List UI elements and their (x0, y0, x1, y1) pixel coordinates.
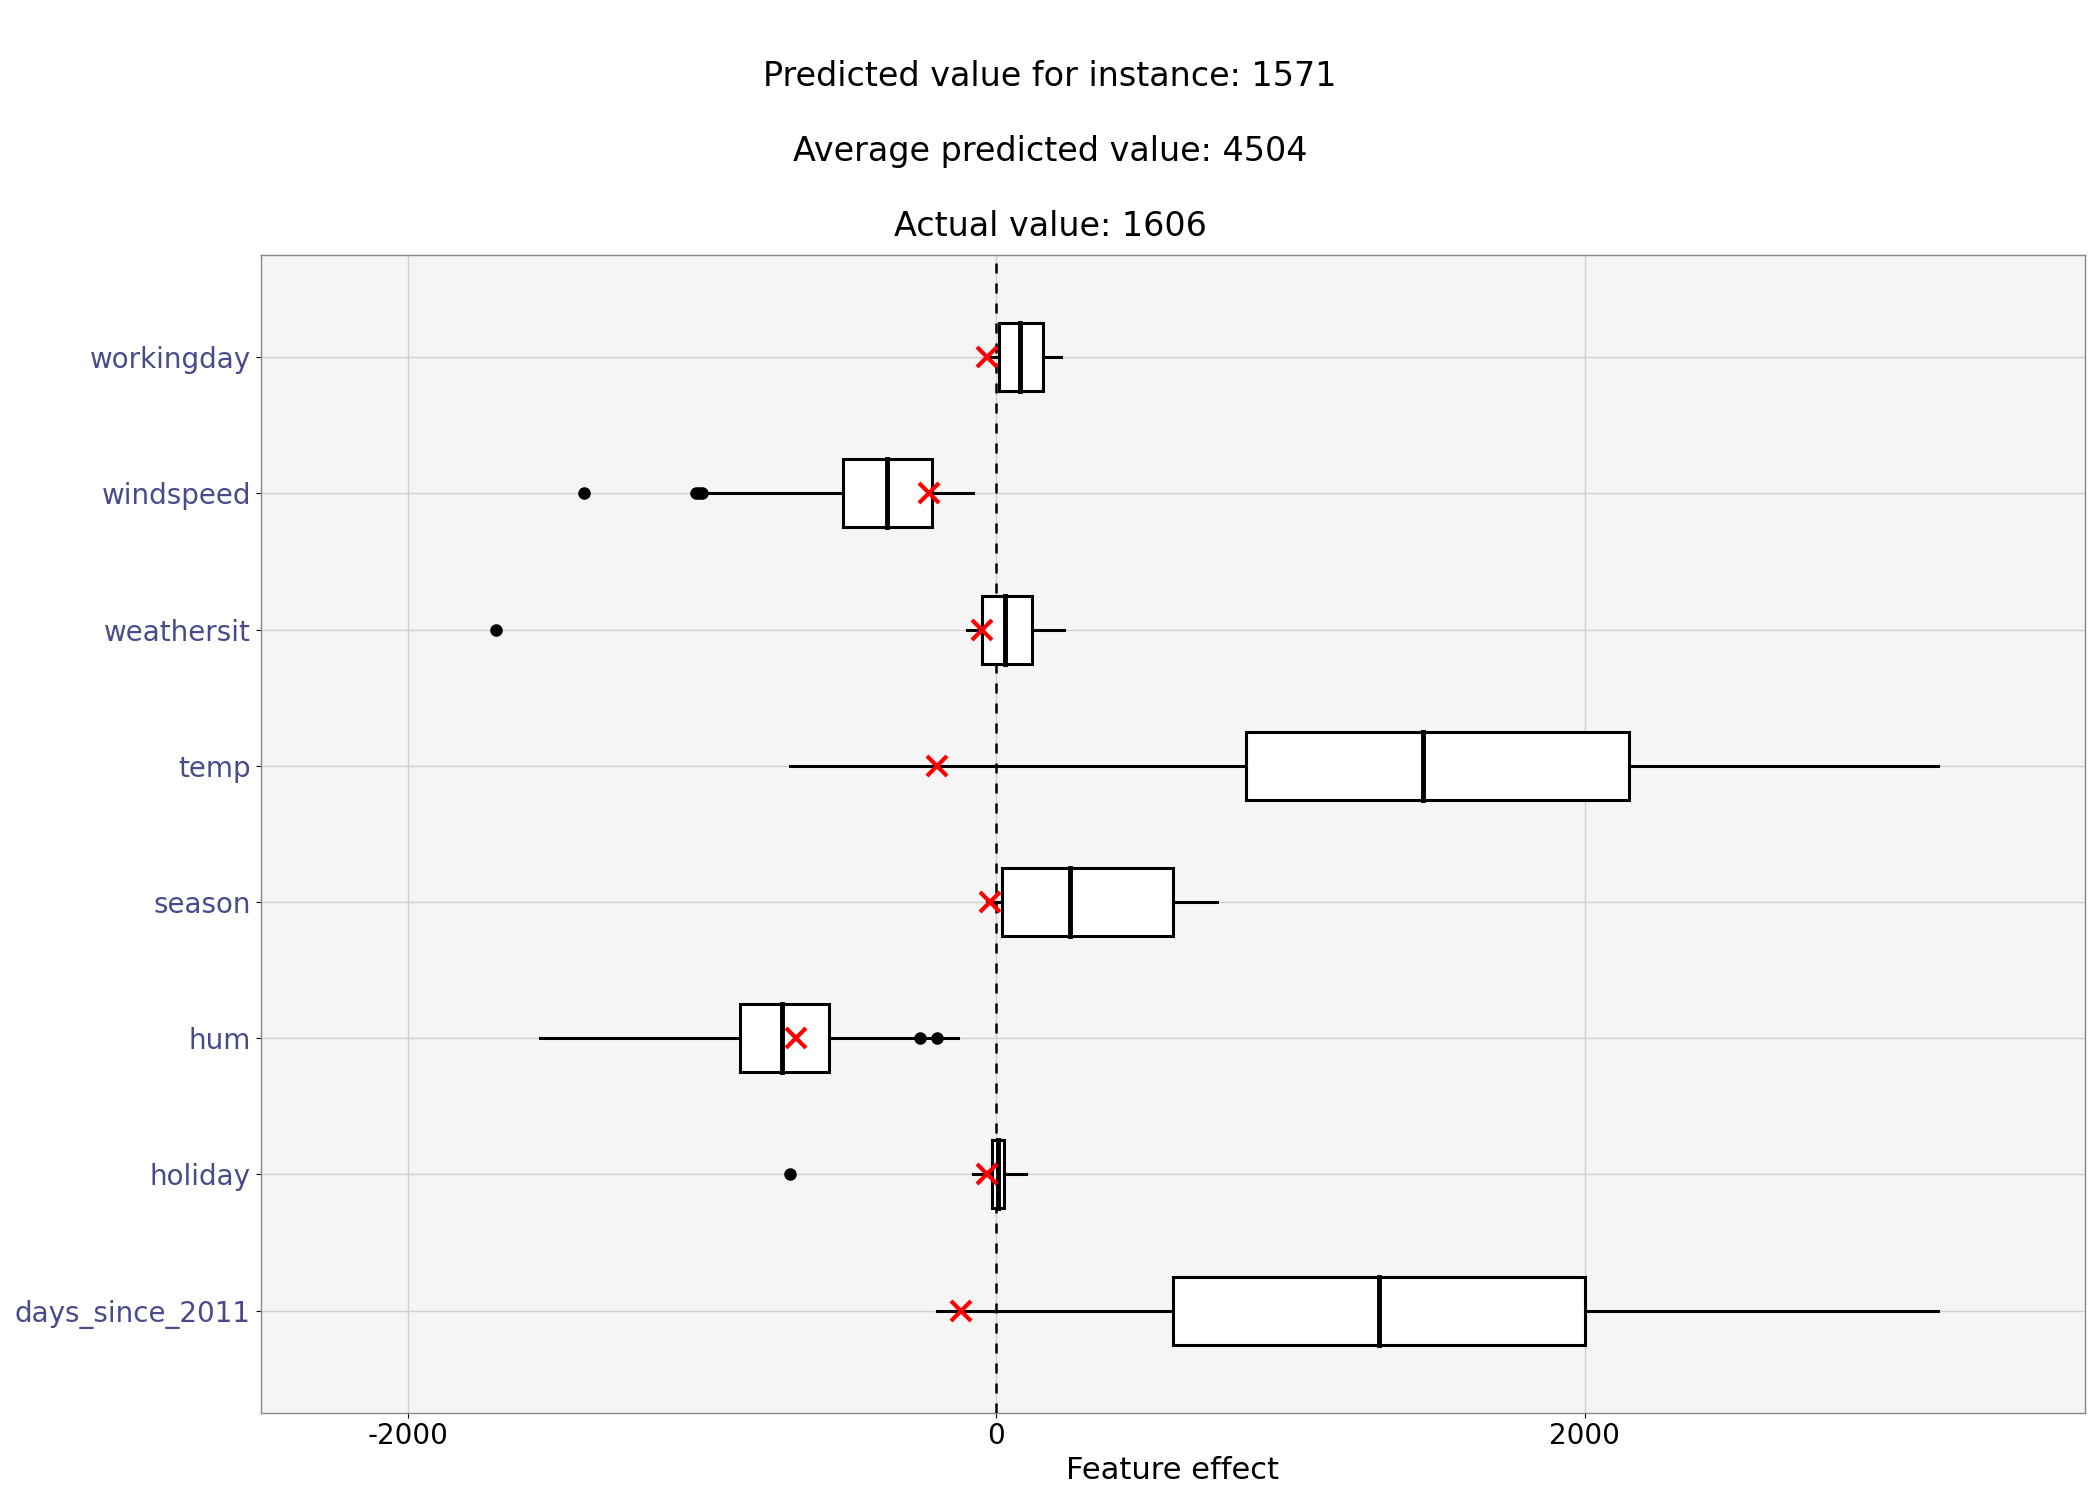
Text: Actual value: 1606: Actual value: 1606 (895, 210, 1205, 243)
Bar (1247, 732, 1630, 800)
Bar (991, 1140, 1004, 1209)
Text: Predicted value for instance: 1571: Predicted value for instance: 1571 (762, 60, 1338, 93)
Bar (1002, 868, 1174, 936)
Bar (1174, 1276, 1586, 1344)
X-axis label: Feature effect: Feature effect (1067, 1456, 1279, 1485)
Text: Average predicted value: 4504: Average predicted value: 4504 (794, 135, 1306, 168)
Bar (844, 459, 932, 528)
Bar (981, 596, 1031, 663)
Bar (741, 1004, 830, 1072)
Bar (1000, 322, 1044, 392)
